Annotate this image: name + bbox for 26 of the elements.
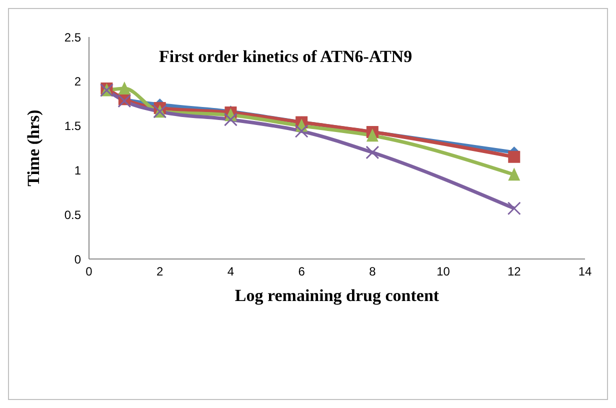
x-axis-title: Log remaining drug content [234, 286, 440, 305]
x-tick-label: 12 [507, 264, 522, 279]
y-tick-label: 1 [74, 163, 82, 178]
point [118, 94, 132, 108]
x-tick-label: 8 [369, 264, 376, 279]
y-axis-title: Time (hrs) [24, 110, 44, 186]
point [366, 146, 380, 160]
x-tick-label: 6 [298, 264, 306, 279]
point [507, 202, 521, 216]
y-tick-label: 2 [74, 74, 82, 89]
point [508, 168, 520, 181]
point [118, 82, 130, 95]
point [294, 124, 308, 138]
x-tick-label: 4 [227, 264, 234, 279]
point [366, 128, 378, 142]
y-tick-label: 0.5 [64, 208, 82, 222]
x-tick-label: 2 [156, 264, 164, 279]
x-tick-label: 0 [86, 264, 93, 279]
point [508, 150, 520, 163]
point [224, 112, 238, 126]
y-tick-label: 2.5 [64, 30, 82, 44]
x-tick-label: 10 [436, 264, 450, 279]
text: First order kinetics of ATN6-ATN9 [159, 47, 412, 67]
y-tick-label: 0 [74, 252, 82, 266]
x-tick-label: 14 [578, 264, 592, 279]
y-tick-label: 1.5 [64, 119, 82, 134]
